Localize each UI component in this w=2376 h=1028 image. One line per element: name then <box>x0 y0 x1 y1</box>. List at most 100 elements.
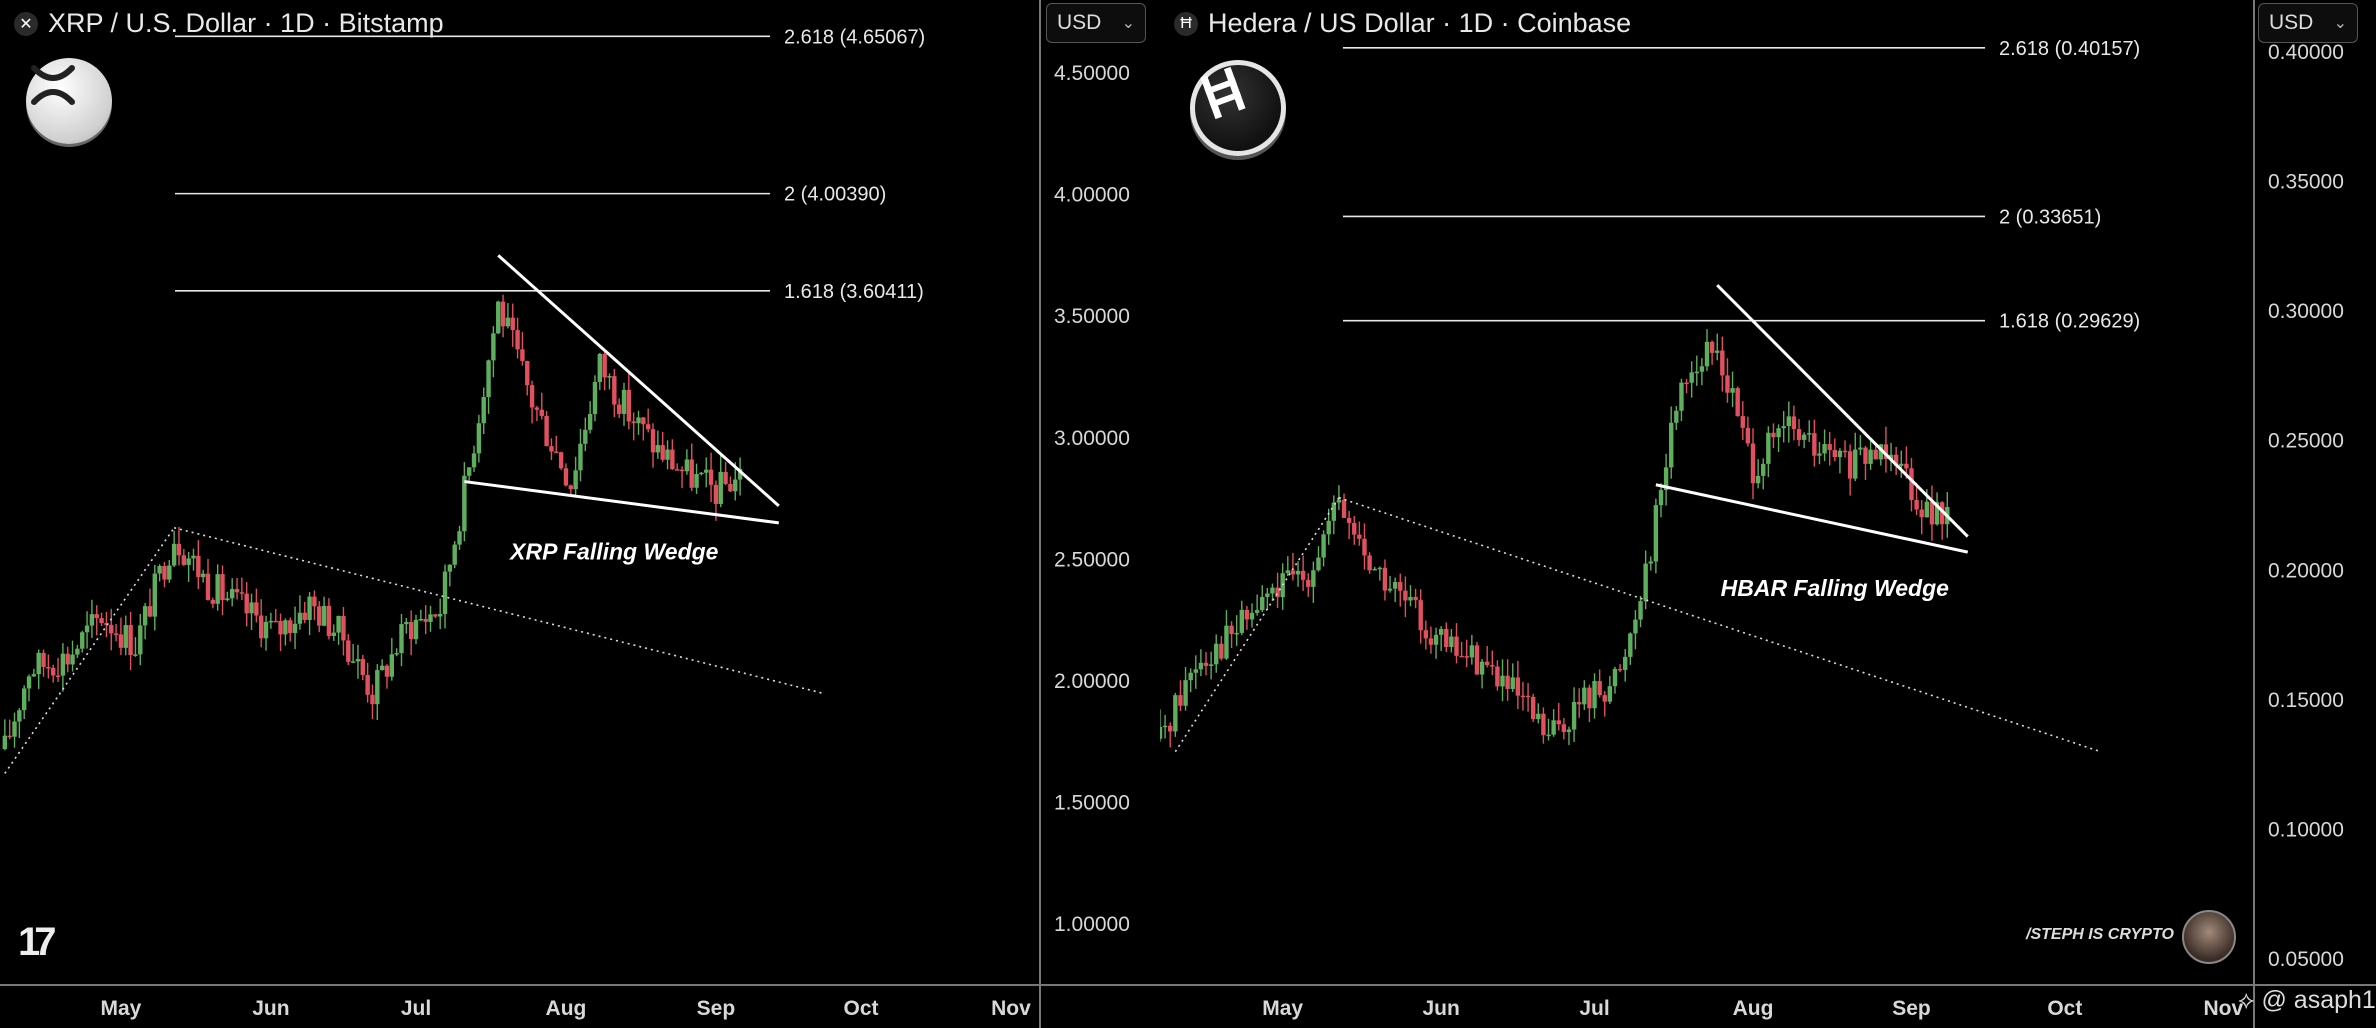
candle-body <box>336 615 341 633</box>
candle-body <box>1899 463 1904 466</box>
candle-body <box>708 469 714 485</box>
y-tick-label: 0.40000 <box>2268 41 2344 64</box>
hbar-coin-logo-icon <box>1190 60 1286 156</box>
candle-body <box>1653 505 1659 562</box>
candle-body <box>655 445 661 453</box>
candle-body <box>1633 619 1638 634</box>
candle-body <box>520 349 525 361</box>
candle-body <box>1801 434 1807 440</box>
candle-body <box>26 676 32 689</box>
candle-body <box>1214 643 1219 665</box>
candle-body <box>1766 432 1771 464</box>
candle-body <box>1663 467 1669 491</box>
candle-body <box>1715 350 1720 353</box>
wedge-trend-line <box>497 254 780 507</box>
x-tick-label: Aug <box>1733 997 1774 1020</box>
x-tick-label: Nov <box>2203 997 2243 1020</box>
candle-body <box>1173 695 1178 732</box>
candle-body <box>384 665 390 677</box>
candle-body <box>1699 366 1705 372</box>
candle-body <box>1689 372 1694 383</box>
candle-body <box>89 614 95 626</box>
y-tick-label: 0.25000 <box>2268 430 2344 453</box>
hbar-currency-select[interactable]: USD ⌄ <box>2258 3 2358 43</box>
candle-body <box>534 407 540 410</box>
dotted-trend-line <box>173 526 823 694</box>
candle-body <box>462 475 467 532</box>
candle-body <box>70 654 75 665</box>
candle-body <box>244 593 249 614</box>
candle-body <box>1919 509 1924 518</box>
y-tick-label: 0.10000 <box>2268 818 2344 841</box>
candle-body <box>341 615 346 641</box>
x-tick-label: Jun <box>252 997 289 1020</box>
y-tick-label: 2.00000 <box>1054 670 1130 693</box>
candle-body <box>660 445 665 460</box>
candle-body <box>713 484 719 504</box>
candle-body <box>515 330 520 350</box>
xrp-currency-select[interactable]: USD ⌄ <box>1046 3 1146 43</box>
candle-body <box>375 670 380 705</box>
candle-body <box>167 565 172 580</box>
candle-body <box>273 620 278 623</box>
xrp-symbol-icon: ✕ <box>14 11 38 36</box>
candle-body <box>1377 567 1383 570</box>
candle-body <box>1669 422 1674 468</box>
y-tick-label: 3.50000 <box>1054 305 1130 328</box>
candle-body <box>1459 655 1464 658</box>
candle-body <box>283 620 288 635</box>
candle-body <box>645 424 651 430</box>
candle-body <box>1392 581 1398 589</box>
candle-body <box>592 382 598 415</box>
candle-body <box>1444 628 1449 647</box>
candle-body <box>1658 490 1664 506</box>
candle-body <box>554 451 559 454</box>
candle-body <box>1367 555 1372 571</box>
candle-body <box>737 468 743 480</box>
candle-body <box>689 459 694 488</box>
candle-body <box>1566 729 1572 733</box>
candle-body <box>1346 517 1352 523</box>
candle-body <box>1300 570 1306 580</box>
hbar-symbol-icon: Ħ <box>1174 11 1198 36</box>
hbar-h-mark-icon <box>1200 66 1246 120</box>
candle-body <box>292 623 298 633</box>
candle-body <box>675 469 680 471</box>
candle-body <box>326 605 332 636</box>
candle-body <box>278 620 283 635</box>
x-tick-label: Oct <box>2047 997 2082 1020</box>
candle-body <box>225 598 230 601</box>
candle-body <box>1904 463 1909 469</box>
candle-body <box>1628 633 1633 657</box>
candle-body <box>360 659 365 675</box>
candle-body <box>1479 661 1485 675</box>
candle-body <box>1244 609 1250 620</box>
candle-body <box>694 473 699 488</box>
candle-body <box>1474 645 1480 675</box>
candle-body <box>733 479 738 492</box>
chevron-down-icon: ⌄ <box>2333 15 2347 32</box>
candle-body <box>718 471 723 504</box>
candle-body <box>602 353 607 378</box>
candle-body <box>104 623 109 625</box>
tradingview-logo-icon[interactable]: 17 <box>18 920 56 964</box>
candle-body <box>636 417 641 424</box>
candle-body <box>1321 534 1326 558</box>
candle-body <box>1546 734 1551 737</box>
candle-body <box>1781 426 1786 429</box>
steph-is-crypto-signature: /STEPH IS CRYPTO <box>2026 926 2174 943</box>
y-tick-label: 0.30000 <box>2268 300 2344 323</box>
candle-body <box>1454 636 1459 656</box>
candle-body <box>1720 350 1725 376</box>
candle-body <box>1160 726 1163 739</box>
candle-body <box>597 353 603 383</box>
candle-body <box>481 397 486 424</box>
candle-body <box>641 417 646 425</box>
candle-body <box>186 558 191 565</box>
candle-body <box>133 654 138 656</box>
candle-body <box>1270 587 1275 594</box>
candle-body <box>1229 625 1234 634</box>
candle-body <box>699 472 704 475</box>
candle-body <box>549 446 554 452</box>
candle-body <box>12 721 17 737</box>
